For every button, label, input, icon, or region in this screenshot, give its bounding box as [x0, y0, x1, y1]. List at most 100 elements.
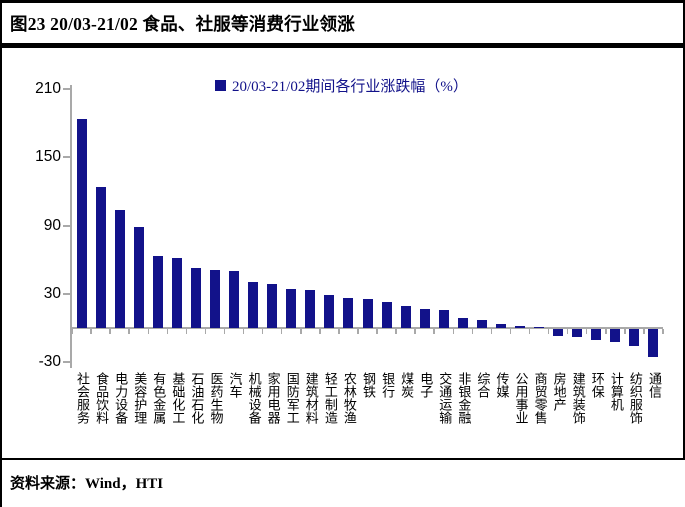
x-axis-label: 传媒	[494, 372, 510, 398]
source-note: 资料来源：Wind，HTI	[10, 476, 164, 492]
bar	[648, 328, 659, 358]
legend-label: 20/03-21/02期间各行业涨跌幅（%）	[232, 79, 468, 95]
x-axis-label: 社会服务	[75, 372, 91, 424]
x-axis-tick	[585, 328, 588, 334]
x-axis-label: 轻工制造	[322, 372, 338, 424]
legend-swatch-icon	[215, 80, 226, 91]
x-axis-tick	[71, 328, 73, 334]
bar	[152, 256, 163, 328]
bar	[209, 269, 220, 328]
x-axis-label: 公用事业	[513, 372, 529, 424]
bar	[610, 328, 621, 342]
x-axis-tick	[261, 328, 264, 334]
bar	[362, 299, 373, 328]
bar	[438, 309, 449, 328]
footer-divider	[2, 458, 683, 460]
x-axis-label: 通信	[646, 372, 662, 398]
bar	[114, 209, 125, 328]
x-axis-label: 煤炭	[399, 372, 415, 398]
x-axis-label: 综合	[475, 372, 491, 398]
chart: 20/03-21/02期间各行业涨跌幅（%） 210 150 90 30 -30 社会服务…	[2, 48, 683, 458]
y-axis-tick-label: 210	[35, 80, 61, 97]
bar	[171, 258, 182, 328]
x-axis-tick	[280, 328, 283, 334]
bar	[229, 271, 240, 328]
bar	[267, 283, 278, 328]
bar	[515, 325, 526, 328]
x-axis-tick	[242, 328, 245, 334]
x-axis-label: 汽车	[227, 372, 243, 398]
y-axis-tick	[63, 156, 70, 159]
legend: 20/03-21/02期间各行业涨跌幅（%）	[215, 75, 468, 96]
x-axis-tick	[452, 328, 455, 334]
y-axis-tick-label: 90	[43, 216, 61, 234]
x-axis-tick	[109, 328, 111, 334]
bar	[248, 282, 259, 328]
x-axis-tick	[357, 328, 359, 334]
x-axis-tick	[414, 328, 416, 334]
x-axis-tick	[395, 328, 397, 334]
bar	[629, 328, 640, 346]
y-axis-tick	[63, 292, 70, 295]
x-axis-tick	[166, 328, 169, 334]
x-axis-label: 银行	[380, 372, 396, 398]
x-axis-tick	[300, 328, 302, 334]
x-axis-label: 建筑装饰	[570, 372, 586, 424]
x-axis-label: 交通运输	[437, 372, 453, 424]
x-axis-tick	[528, 328, 531, 334]
x-axis-tick	[128, 328, 130, 334]
x-axis-tick	[509, 328, 512, 334]
x-axis-tick	[624, 328, 626, 334]
y-axis-line	[70, 85, 72, 368]
y-axis-tick-label: -30	[38, 353, 61, 370]
x-axis-label: 食品饮料	[94, 372, 110, 424]
bar	[400, 306, 411, 328]
x-axis-tick	[605, 328, 607, 334]
x-axis-tick	[376, 328, 378, 334]
y-axis-tick-label: 30	[43, 284, 61, 302]
x-axis-tick	[204, 328, 207, 334]
bar	[190, 267, 201, 328]
bar	[591, 328, 602, 341]
x-axis-label: 建筑材料	[303, 372, 319, 424]
bar	[343, 298, 354, 328]
y-axis-tick	[63, 88, 70, 90]
bar	[495, 323, 506, 328]
x-axis-label: 基础化工	[170, 372, 186, 424]
x-axis-label: 农林牧渔	[341, 372, 357, 424]
x-axis-tick	[338, 328, 340, 334]
x-axis-label: 环保	[589, 372, 605, 398]
x-axis-label: 计算机	[608, 372, 624, 411]
x-axis-label: 房地产	[551, 372, 567, 411]
x-axis-label: 石油石化	[189, 372, 205, 424]
x-axis-label: 钢铁	[361, 372, 376, 398]
bar	[572, 328, 583, 338]
x-axis-tick	[547, 328, 550, 334]
x-axis-tick	[662, 328, 664, 334]
x-axis-label: 美容护理	[132, 372, 148, 424]
y-axis-tick	[63, 224, 70, 227]
figure-body: 图23 20/03-21/02 食品、社服等消费行业领涨 20/03-21/02…	[2, 3, 685, 460]
bar	[457, 317, 468, 328]
bar	[286, 289, 297, 328]
x-axis-tick	[490, 328, 493, 334]
x-axis-tick	[90, 328, 92, 334]
x-axis-label: 非银金融	[456, 372, 472, 424]
x-axis-label: 机械设备	[246, 372, 262, 424]
x-axis-label: 纺织服饰	[627, 372, 643, 424]
x-axis-tick	[433, 328, 435, 334]
y-axis-tick	[63, 361, 70, 363]
x-axis-tick	[147, 328, 149, 334]
bar	[534, 327, 545, 328]
x-axis-tick	[185, 328, 188, 334]
x-axis-label: 电子	[418, 372, 434, 398]
x-axis-line	[72, 326, 663, 329]
bar	[324, 294, 335, 328]
x-axis-tick	[319, 328, 321, 334]
bar	[553, 328, 564, 336]
y-axis-tick-label: 150	[35, 148, 61, 166]
figure-title: 图23 20/03-21/02 食品、社服等消费行业领涨	[2, 3, 683, 48]
bar	[133, 226, 144, 328]
